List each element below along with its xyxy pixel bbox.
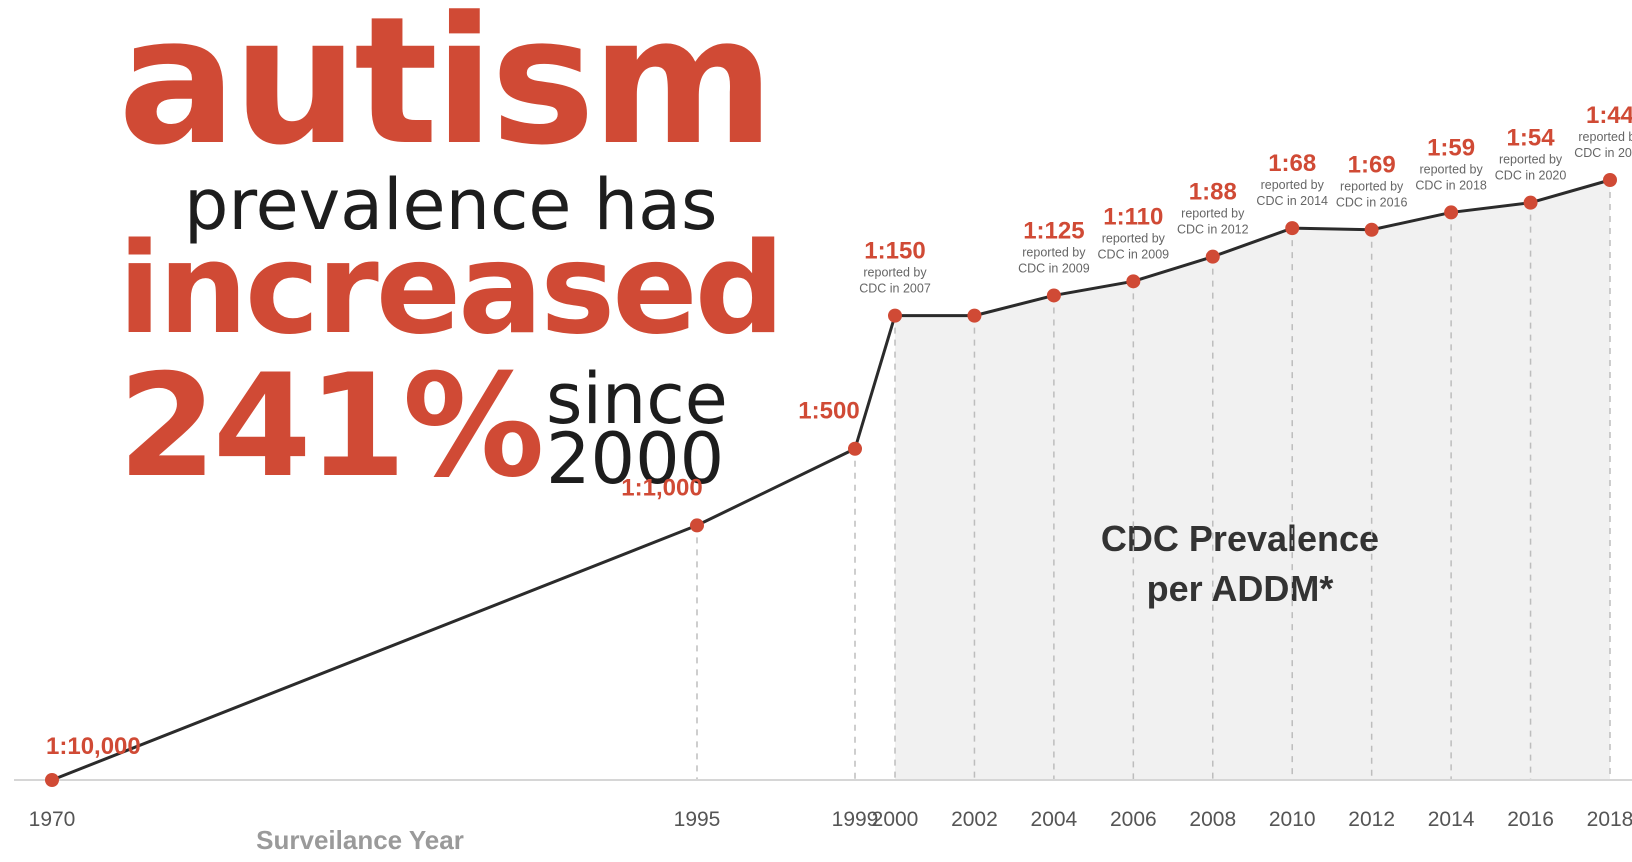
data-note: reported by — [1499, 153, 1563, 167]
data-note: reported by — [1340, 180, 1404, 194]
data-label: 1:500 — [798, 398, 859, 425]
data-note: reported by — [863, 266, 927, 280]
data-note: CDC in 2009 — [1098, 247, 1170, 261]
data-point — [1523, 195, 1538, 210]
data-point — [1046, 288, 1061, 303]
data-note: CDC in 2012 — [1177, 223, 1249, 237]
x-tick-label: 2010 — [1269, 808, 1316, 831]
x-tick-label: 2012 — [1348, 808, 1395, 831]
data-point — [1444, 205, 1459, 220]
data-label: 1:150 — [864, 238, 925, 265]
data-note: reported by — [1419, 162, 1483, 176]
x-tick-label: 2008 — [1189, 808, 1236, 831]
data-point — [888, 308, 902, 323]
data-note: reported by — [1102, 231, 1166, 245]
data-point — [1126, 274, 1141, 289]
data-point — [690, 518, 704, 533]
headline-autism: autism — [118, 0, 775, 184]
data-label: 1:1,000 — [621, 474, 702, 501]
data-point — [1603, 173, 1617, 187]
chart-title-line2: per ADDM* — [1147, 568, 1334, 609]
data-note: reported by — [1261, 178, 1325, 192]
data-note: CDC in 2016 — [1336, 196, 1408, 210]
x-tick-label: 2014 — [1428, 808, 1475, 831]
data-label: 1:68 — [1268, 150, 1316, 177]
x-tick-label: 2006 — [1110, 808, 1157, 831]
data-label: 1:10,000 — [46, 733, 141, 760]
data-note: CDC in 2018 — [1415, 178, 1487, 192]
data-label: 1:54 — [1507, 125, 1556, 152]
data-point — [1285, 221, 1300, 236]
headline-increased: increased — [118, 215, 785, 362]
data-label: 1:59 — [1427, 134, 1475, 161]
x-tick-label: 2000 — [872, 808, 919, 831]
x-tick-label: 2016 — [1507, 808, 1554, 831]
data-label: 1:69 — [1348, 152, 1396, 179]
x-tick-label: 1995 — [674, 808, 721, 831]
data-note: reported by — [1181, 207, 1245, 221]
x-tick-label: 2018 — [1587, 808, 1632, 831]
data-note: reported by — [1022, 245, 1086, 259]
data-label: 1:88 — [1189, 179, 1237, 206]
x-tick-label: 2002 — [951, 808, 998, 831]
data-note: CDC in 2021 — [1574, 146, 1632, 160]
headline-prevalence-has: prevalence has — [184, 164, 718, 246]
x-tick-label: 1970 — [29, 808, 76, 831]
x-tick-label: 2004 — [1031, 808, 1078, 831]
x-tick-label: 1999 — [832, 808, 879, 831]
headline-year: 2000 — [546, 418, 725, 500]
data-label: 1:44 — [1586, 102, 1632, 129]
data-point — [967, 308, 982, 323]
data-point — [848, 441, 862, 456]
data-label: 1:110 — [1103, 203, 1163, 230]
data-note: CDC in 2009 — [1018, 261, 1090, 275]
data-note: CDC in 2020 — [1495, 169, 1567, 183]
data-point — [1364, 222, 1379, 237]
chart-title: CDC Prevalence — [1101, 518, 1379, 559]
shaded-area — [895, 180, 1610, 780]
headline: autism prevalence has increased 241% sin… — [118, 0, 785, 520]
headline-since: since — [546, 358, 728, 440]
data-point — [1205, 249, 1220, 264]
headline-percent: 241% — [118, 344, 545, 509]
data-note: CDC in 2014 — [1256, 194, 1328, 208]
data-point — [45, 773, 59, 787]
data-note: reported by — [1578, 130, 1632, 144]
x-axis-title: Surveilance Year — [256, 825, 464, 855]
data-note: CDC in 2007 — [859, 282, 931, 296]
data-label: 1:125 — [1023, 217, 1084, 244]
